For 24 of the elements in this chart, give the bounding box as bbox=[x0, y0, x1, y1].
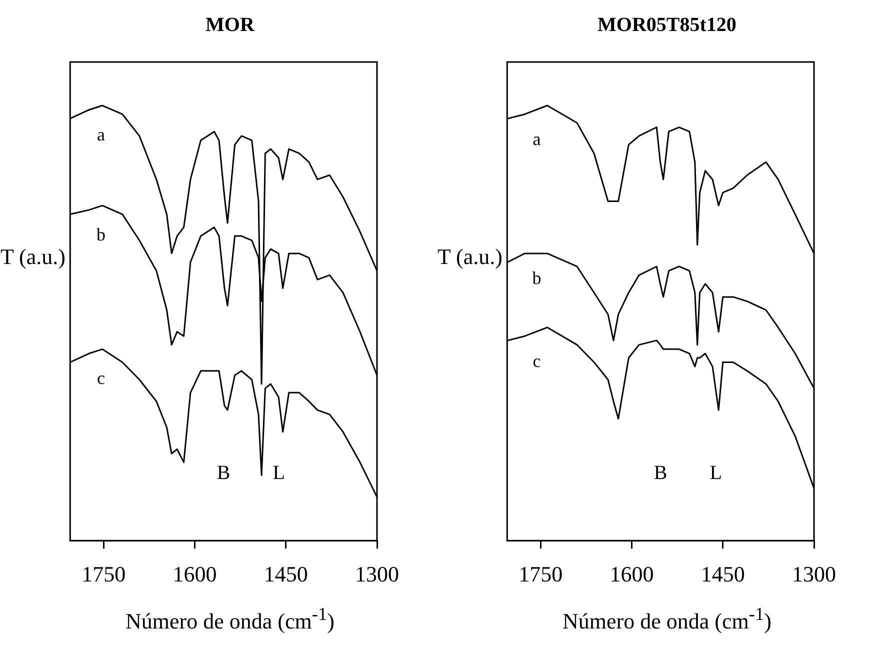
chart-title: MOR bbox=[204, 14, 256, 37]
x-tick-label: 1750 bbox=[82, 562, 126, 587]
x-tick-label: 1300 bbox=[355, 562, 399, 587]
series-label: a bbox=[96, 124, 105, 145]
y-axis-title: T (a.u.) bbox=[0, 243, 66, 271]
annotation: L bbox=[272, 462, 285, 484]
chart-title: MOR05T85t120 bbox=[596, 14, 738, 37]
x-tick-label: 1600 bbox=[610, 562, 654, 587]
y-axis-title: T (a.u.) bbox=[437, 243, 503, 271]
series-label: b bbox=[96, 224, 106, 245]
x-tick-label: 1600 bbox=[172, 562, 217, 587]
series-label: c bbox=[532, 350, 541, 371]
x-tick-label: 1300 bbox=[792, 562, 836, 587]
annotation: B bbox=[654, 462, 668, 484]
annotation: B bbox=[216, 462, 230, 484]
series-label: b bbox=[532, 268, 542, 288]
x-tick-label: 1450 bbox=[700, 562, 745, 587]
series-label: a bbox=[532, 128, 541, 149]
x-tick-label: 1750 bbox=[518, 562, 563, 587]
x-axis-title: Número de onda (cm$^{-1}$) bbox=[562, 604, 772, 634]
x-axis-title: Número de onda (cm$^{-1}$) bbox=[124, 604, 336, 634]
x-tick-label: 1450 bbox=[264, 562, 308, 587]
annotation: L bbox=[710, 462, 722, 484]
series-label: c bbox=[96, 368, 105, 388]
